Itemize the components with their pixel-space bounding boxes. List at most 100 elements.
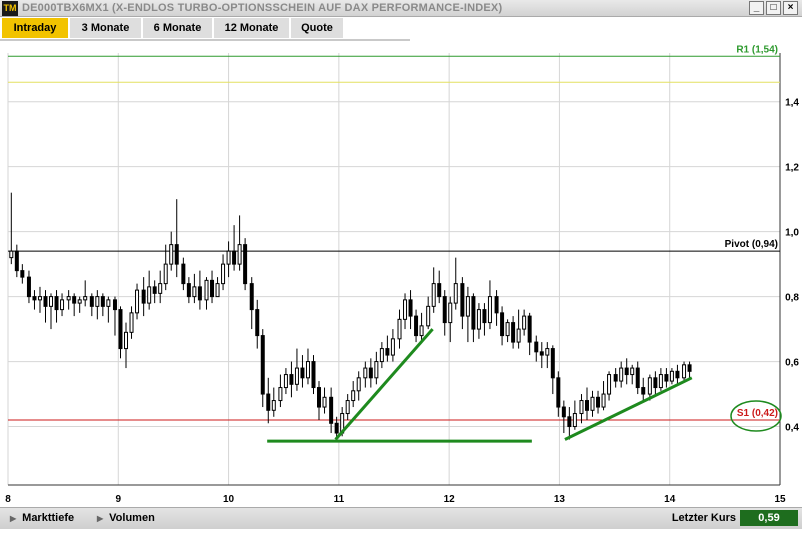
candle-body-down (181, 263, 186, 285)
markttiefe-label: Markttiefe (22, 512, 75, 524)
candle-body-down (118, 309, 123, 350)
candle-body-up (545, 348, 550, 356)
candle-body-down (266, 393, 271, 411)
candle-body-up (283, 374, 288, 389)
price-chart: 0,4 0,6 0,8 1,0 1,2 1,4 8 9 10 11 12 13 14 15 R1 (1,54… (5, 45, 799, 505)
candle-body-up (66, 296, 71, 301)
candle-body-up (390, 338, 395, 356)
tab-quote[interactable]: Quote (291, 18, 344, 38)
candle-body-up (192, 286, 197, 298)
bottom-strip (0, 529, 802, 535)
candle-body-up (607, 374, 612, 395)
x-tick-label: 10 (223, 494, 235, 505)
candle-body-up (124, 331, 129, 350)
candle-body-up (619, 367, 624, 382)
candle-body-down (511, 322, 516, 343)
candle-body-up (374, 361, 379, 379)
candle-body-down (500, 312, 505, 337)
last-price-value: 0,59 (740, 510, 798, 526)
candle-body-up (669, 370, 674, 382)
candle-body-down (550, 348, 555, 379)
candle-body-down (334, 422, 339, 434)
candle-body-up (169, 244, 174, 265)
volumen-label: Volumen (109, 512, 155, 524)
candle-body-up (465, 296, 470, 317)
candle-body-down (471, 296, 476, 330)
candle-body-down (197, 286, 202, 301)
candle-body-up (163, 263, 168, 285)
level-label-r1: R1 (1,54) (736, 45, 778, 55)
candle-body-down (26, 276, 31, 298)
candle-body-up (658, 374, 663, 389)
candle-body-up (158, 283, 163, 294)
candle-body-up (37, 296, 42, 301)
candle-body-up (505, 322, 510, 337)
x-tick-label: 9 (116, 494, 122, 505)
candle-body-down (317, 387, 322, 408)
candle-body-up (237, 244, 242, 265)
candle-body-up (226, 250, 231, 265)
last-price-label: Letzter Kurs (671, 512, 736, 524)
x-tick-label: 15 (774, 494, 786, 505)
candle-body-down (174, 244, 179, 265)
candle-body-down (567, 416, 572, 428)
candle-body-up (60, 299, 65, 311)
candle-body-up (487, 296, 492, 324)
candle-body-down (641, 387, 646, 395)
candle-body-up (579, 400, 584, 415)
candle-body-down (311, 361, 316, 389)
candle-body-up (204, 279, 209, 301)
candle-body-up (647, 377, 652, 395)
candle-body-up (278, 387, 283, 402)
candle-body-down (624, 367, 629, 376)
maximize-button[interactable]: □ (766, 1, 781, 15)
app-logo-icon: TM (2, 1, 18, 16)
candle-body-down (14, 250, 19, 272)
triangle-right-icon: ▶ (10, 514, 17, 523)
markttiefe-toggle[interactable]: ▶ Markttiefe (10, 512, 74, 524)
candle-body-up (448, 302, 453, 324)
candle-body-up (95, 296, 100, 307)
candle-body-down (232, 250, 237, 265)
candle-body-down (437, 283, 442, 298)
candle-body-down (141, 289, 146, 304)
candle-body-up (351, 390, 356, 402)
tab-12-monate[interactable]: 12 Monate (214, 18, 290, 38)
s1-highlight-circle (730, 400, 782, 432)
candle-body-down (112, 299, 117, 311)
candle-body-up (9, 250, 14, 259)
tab-intraday[interactable]: Intraday (2, 18, 69, 38)
x-tick-label: 12 (444, 494, 456, 505)
candle-body-down (368, 367, 373, 379)
close-button[interactable]: × (783, 1, 798, 15)
candle-body-down (186, 283, 191, 298)
x-tick-label: 14 (664, 494, 676, 505)
candle-body-down (561, 406, 566, 418)
candle-body-up (345, 400, 350, 415)
tab-underline (0, 39, 410, 41)
x-tick-label: 13 (554, 494, 566, 505)
candle-body-up (403, 299, 408, 320)
candle-body-down (675, 370, 680, 379)
candle-body-up (215, 283, 220, 298)
level-label-pivot: Pivot (0,94) (725, 239, 778, 250)
volumen-toggle[interactable]: ▶ Volumen (97, 512, 155, 524)
candle-body-up (322, 396, 327, 408)
candle-body-up (476, 309, 481, 330)
chart-area: 0,4 0,6 0,8 1,0 1,2 1,4 8 9 10 11 12 13 14 15 R1 (1,54… (0, 45, 802, 507)
candle-body-down (482, 309, 487, 324)
candle-body-down (527, 315, 532, 343)
candle-body-up (516, 328, 521, 343)
candle-body-down (289, 374, 294, 385)
minimize-button[interactable]: _ (749, 1, 764, 15)
tab-6-monate[interactable]: 6 Monate (143, 18, 213, 38)
candle-body-down (54, 296, 59, 311)
candle-body-up (630, 367, 635, 376)
x-tick-label: 11 (334, 494, 345, 505)
candle-body-up (129, 312, 134, 333)
candle-body-up (601, 393, 606, 408)
candle-body-up (426, 305, 431, 327)
tab-3-monate[interactable]: 3 Monate (70, 18, 142, 38)
candle-body-down (32, 296, 37, 301)
candle-body-down (243, 244, 248, 285)
